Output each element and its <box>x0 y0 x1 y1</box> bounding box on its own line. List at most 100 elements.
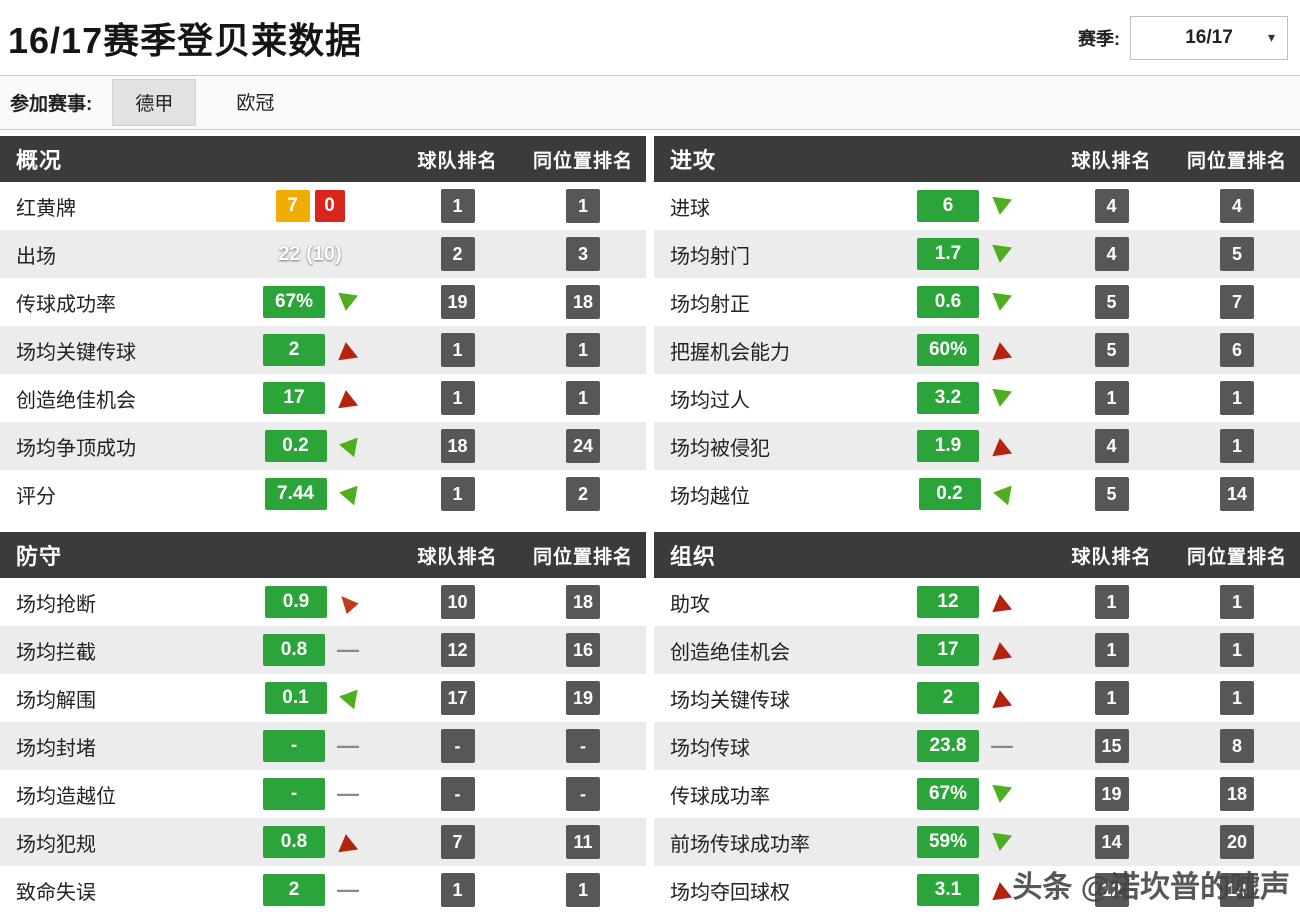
team-rank-value: 1 <box>440 477 475 511</box>
top-header-bar: 16/17赛季登贝莱数据 赛季: 16/17 ▾ <box>0 0 1300 76</box>
stat-label: 传球成功率 <box>16 293 116 316</box>
team-rank-cell: 2 <box>395 237 520 271</box>
stat-row: 进球 6 4 4 <box>654 182 1300 230</box>
stat-value-badge: 0.2 <box>918 478 981 510</box>
position-rank-value: 1 <box>1220 681 1254 715</box>
trend-up-icon <box>989 880 1013 900</box>
position-rank-cell: 20 <box>1174 825 1300 859</box>
position-rank-value: 5 <box>1220 237 1254 271</box>
trend-down-icon <box>989 196 1013 216</box>
position-rank-value: - <box>566 729 600 763</box>
stat-label: 助攻 <box>670 593 710 616</box>
stat-row: 红黄牌 7 0 1 1 <box>0 182 646 230</box>
stat-label: 前场传球成功率 <box>670 833 810 856</box>
stat-label: 场均争顶成功 <box>16 437 136 460</box>
tab-欧冠[interactable]: 欧冠 <box>236 93 275 114</box>
stat-value-cell: 1.7 <box>879 238 1049 270</box>
position-rank-cell: 3 <box>520 237 646 271</box>
stat-value-badge: 3.2 <box>917 382 979 414</box>
stat-row: 场均拦截 0.8 — 12 16 <box>0 626 646 674</box>
trend-down-icon <box>989 388 1013 408</box>
panel-title: 组织 <box>670 544 717 569</box>
stat-value-cell: 0.8 <box>225 826 395 858</box>
stat-label: 传球成功率 <box>670 785 770 808</box>
column-header-team-rank: 球队排名 <box>1071 546 1152 568</box>
team-rank-cell: 1 <box>395 381 520 415</box>
stat-row: 场均造越位 - — - - <box>0 770 646 818</box>
stat-label: 场均造越位 <box>16 785 116 808</box>
team-rank-value: 5 <box>1094 333 1129 367</box>
position-rank-cell: 18 <box>520 585 646 619</box>
trend-up-icon <box>989 688 1013 708</box>
season-select[interactable]: 16/17 ▾ <box>1130 15 1288 60</box>
team-rank-cell: 12 <box>1049 873 1174 907</box>
team-rank-cell: 10 <box>395 585 520 619</box>
position-rank-value: 7 <box>1220 285 1254 319</box>
team-rank-cell: 1 <box>395 189 520 223</box>
column-header-team-rank: 球队排名 <box>1071 150 1152 172</box>
position-rank-value: 1 <box>566 873 600 907</box>
position-rank-cell: 18 <box>1174 777 1300 811</box>
watermark: 头条 @诺坎普的嘘声 <box>1012 871 1290 904</box>
team-rank-value: 19 <box>440 285 475 319</box>
team-rank-cell: 18 <box>395 429 520 463</box>
stat-label: 场均拦截 <box>16 641 96 664</box>
position-rank-value: 18 <box>566 285 600 319</box>
team-rank-cell: 4 <box>1049 429 1174 463</box>
position-rank-value: 6 <box>1220 333 1254 367</box>
team-rank-value: 1 <box>440 873 475 907</box>
trend-flat-icon: — <box>337 733 359 758</box>
stat-value-badge: 17 <box>263 382 325 414</box>
stat-row: 场均争顶成功 0.2 18 24 <box>0 422 646 470</box>
stat-value-badge: 0.6 <box>917 286 979 318</box>
team-rank-cell: 1 <box>395 333 520 367</box>
team-rank-value: 14 <box>1094 825 1129 859</box>
trend-up-icon <box>989 340 1013 360</box>
stats-panel-overview: 概况 球队排名 同位置排名 红黄牌 7 0 1 1 出场 22 (10) 2 3 传球成功率 67% 19 1… <box>0 136 646 518</box>
team-rank-cell: 19 <box>395 285 520 319</box>
stat-value-badge: 6 <box>917 190 979 222</box>
panel-title: 概况 <box>16 148 63 173</box>
stat-value-badge: 1.9 <box>917 430 979 462</box>
stat-value-badge: 23.8 <box>917 730 979 762</box>
position-rank-cell: 1 <box>1174 633 1300 667</box>
stat-value-cell: 6 <box>879 190 1049 222</box>
position-rank-value: 18 <box>566 585 600 619</box>
tab-德甲[interactable]: 德甲 <box>112 79 197 126</box>
position-rank-cell: 2 <box>520 477 646 511</box>
panel-header: 组织 球队排名 同位置排名 <box>654 532 1300 578</box>
trend-up-icon <box>335 590 359 614</box>
stats-panel-attack: 进攻 球队排名 同位置排名 进球 6 4 4 场均射门 1.7 4 5 场均射正 0.6 5 7 把握机会能力… <box>654 136 1300 518</box>
position-rank-cell: 1 <box>520 381 646 415</box>
team-rank-value: 2 <box>440 237 475 271</box>
stat-value-badge: - <box>263 730 325 762</box>
stat-value-badge: 59% <box>917 826 979 858</box>
stat-label: 场均过人 <box>670 389 750 412</box>
trend-flat-icon: — <box>337 877 359 902</box>
position-rank-cell: 11 <box>520 825 646 859</box>
column-header-position-rank: 同位置排名 <box>1186 546 1287 568</box>
stat-row: 场均射门 1.7 4 5 <box>654 230 1300 278</box>
position-rank-value: 1 <box>566 333 600 367</box>
trend-left-icon <box>336 482 358 506</box>
yellow-card-badge: 7 <box>275 190 310 222</box>
stat-value-cell: - — <box>225 778 395 810</box>
stat-row: 出场 22 (10) 2 3 <box>0 230 646 278</box>
red-card-badge: 0 <box>314 190 345 222</box>
stat-label: 场均封堵 <box>16 737 96 760</box>
stat-value-badge: 67% <box>917 778 979 810</box>
position-rank-cell: 7 <box>1174 285 1300 319</box>
stat-label: 场均被侵犯 <box>670 437 770 460</box>
team-rank-cell: 1 <box>1049 585 1174 619</box>
trend-left-icon <box>336 686 358 710</box>
trend-flat-icon: — <box>337 781 359 806</box>
position-rank-cell: 16 <box>520 633 646 667</box>
position-rank-value: 1 <box>1220 633 1254 667</box>
stat-row: 场均封堵 - — - - <box>0 722 646 770</box>
stat-label: 创造绝佳机会 <box>670 641 790 664</box>
trend-left-icon <box>336 434 358 458</box>
stat-value-cell: 22 (10) <box>225 243 395 266</box>
stat-row: 前场传球成功率 59% 14 20 <box>654 818 1300 866</box>
team-rank-value: 7 <box>440 825 475 859</box>
column-header-team-rank: 球队排名 <box>417 546 498 568</box>
